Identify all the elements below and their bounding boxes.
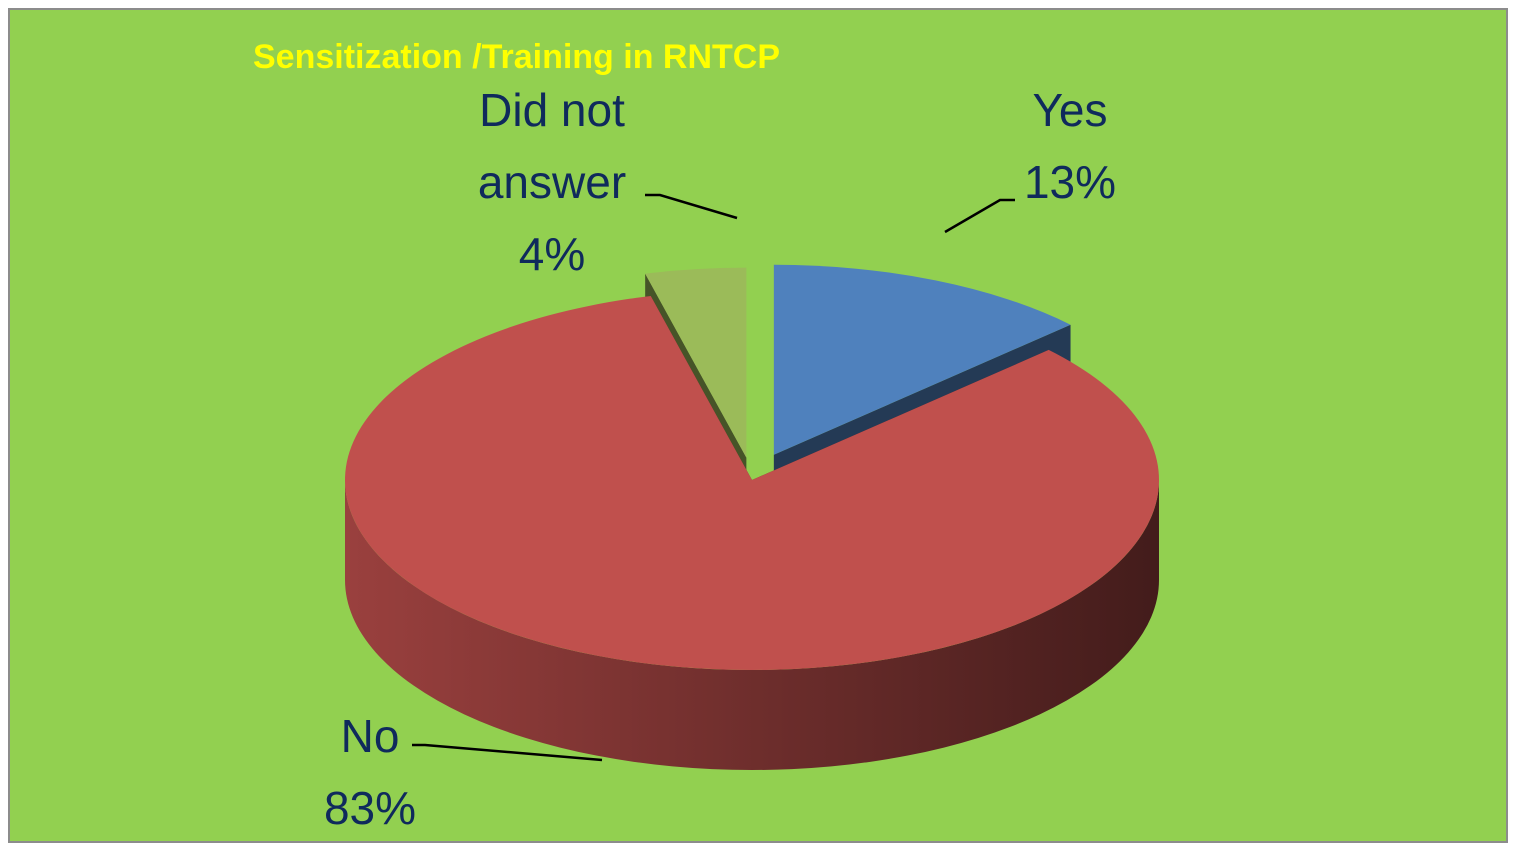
chart-title: Sensitization /Training in RNTCP — [253, 38, 781, 76]
category-label: No — [340, 710, 400, 762]
category-label: Yes — [1032, 84, 1108, 136]
leader-line — [412, 743, 603, 762]
data-label: Yes 13% — [970, 74, 1170, 218]
value-label: 13% — [1023, 156, 1117, 208]
pie-slice — [773, 264, 1071, 455]
slice-side — [345, 480, 1159, 770]
value-label: 83% — [323, 782, 417, 834]
leader-line — [944, 198, 1015, 234]
pie — [345, 264, 1159, 770]
pie-slice — [345, 295, 1159, 670]
data-label: Did not answer 4% — [452, 74, 652, 290]
data-label: No 83% — [270, 700, 470, 844]
pie-slice — [645, 267, 747, 458]
value-label: 4% — [518, 228, 586, 280]
category-label: Did not answer — [477, 84, 627, 208]
leader-line — [645, 193, 738, 220]
